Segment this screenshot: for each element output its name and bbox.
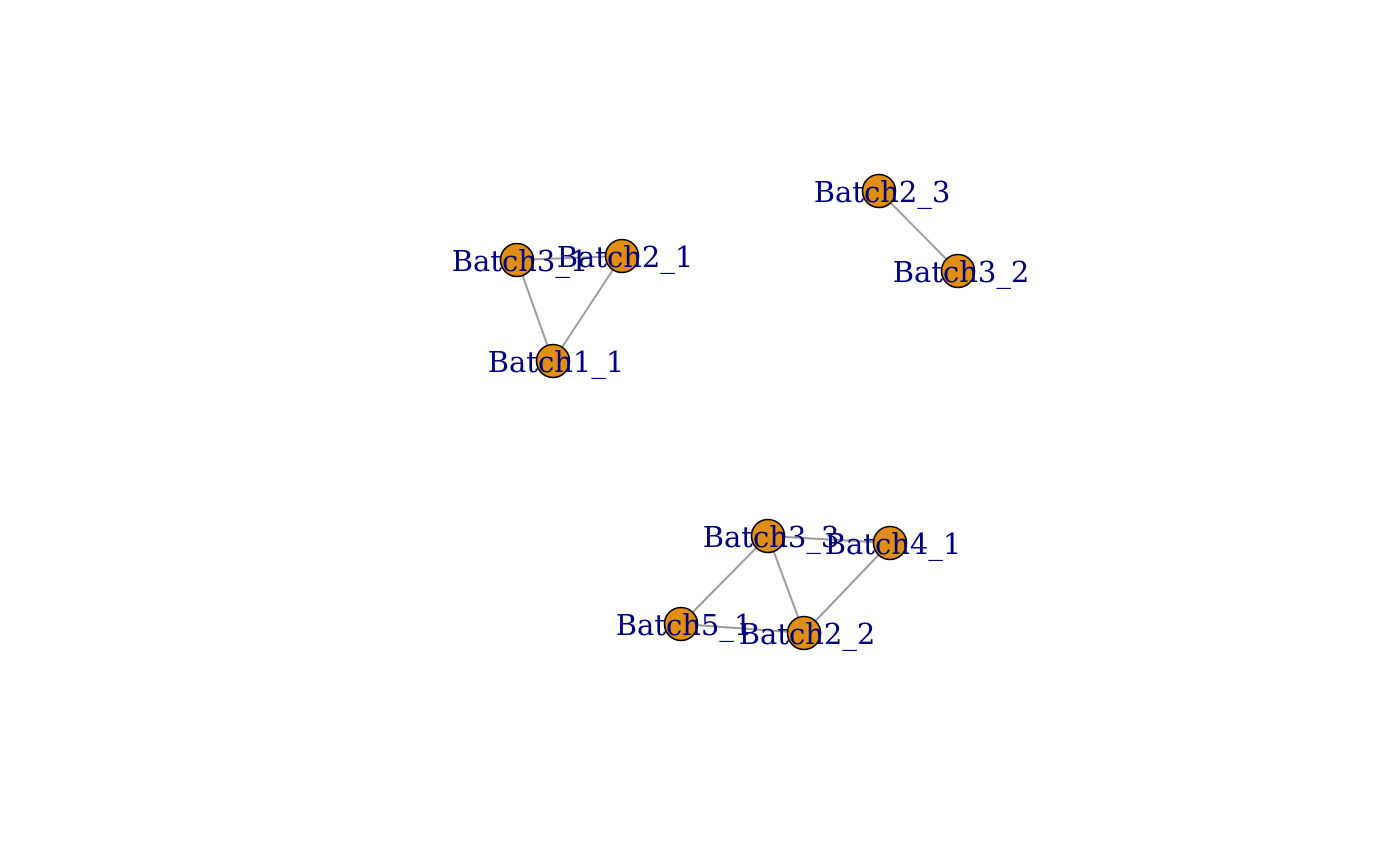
edge-Batch3_1-Batch1_1 xyxy=(516,259,554,362)
node-circle xyxy=(786,615,822,651)
node-label: Batch2_1 xyxy=(557,240,694,275)
node-Batch3_2: Batch3_2 xyxy=(893,253,1030,290)
edge-Batch3_1-Batch2_1 xyxy=(516,255,623,261)
node-label: Batch2_2 xyxy=(739,617,876,652)
node-label: Batch1_1 xyxy=(488,345,625,380)
node-circle xyxy=(535,343,571,379)
node-label: Batch3_3 xyxy=(703,520,840,555)
edge-Batch3_3-Batch4_1 xyxy=(767,535,891,544)
node-circle xyxy=(861,173,897,209)
edge-Batch4_1-Batch2_2 xyxy=(803,542,891,634)
edge-Batch2_1-Batch1_1 xyxy=(552,255,623,362)
node-label: Batch2_3 xyxy=(814,175,951,210)
node-Batch2_1: Batch2_1 xyxy=(557,238,694,275)
node-circle xyxy=(663,606,699,642)
node-Batch2_3: Batch2_3 xyxy=(814,173,951,210)
node-label: Batch3_2 xyxy=(893,255,1030,290)
edge-Batch3_3-Batch5_1 xyxy=(680,535,769,625)
node-label: Batch5_1 xyxy=(616,608,753,643)
node-circle xyxy=(940,253,976,289)
node-Batch4_1: Batch4_1 xyxy=(825,525,962,562)
edge-Batch5_1-Batch2_2 xyxy=(680,623,805,634)
node-circle xyxy=(499,242,535,278)
node-circle xyxy=(872,525,908,561)
node-Batch3_1: Batch3_1 xyxy=(452,242,589,279)
node-Batch2_2: Batch2_2 xyxy=(739,615,876,652)
edge-Batch2_3-Batch3_2 xyxy=(878,190,959,272)
node-Batch5_1: Batch5_1 xyxy=(616,606,753,643)
node-Batch1_1: Batch1_1 xyxy=(488,343,625,380)
node-label: Batch3_1 xyxy=(452,244,589,279)
node-circle xyxy=(604,238,640,274)
node-label: Batch4_1 xyxy=(825,527,962,562)
node-circle xyxy=(750,518,786,554)
node-Batch3_3: Batch3_3 xyxy=(703,518,840,555)
